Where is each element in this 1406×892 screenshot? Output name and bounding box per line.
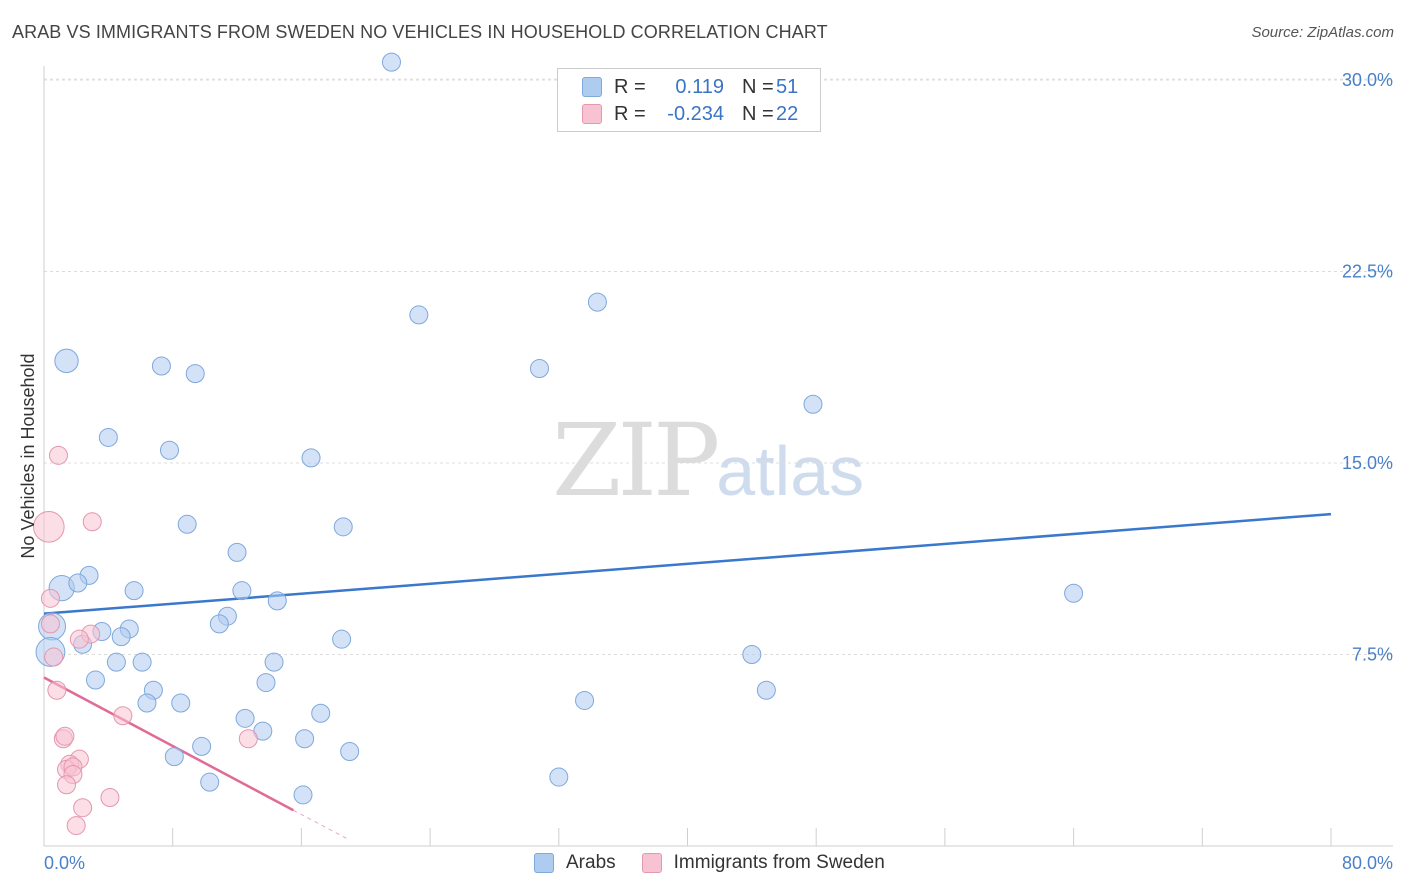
sweden-point (73, 798, 93, 818)
arab-point (151, 356, 171, 376)
y-axis-label: No Vehicles in Household (18, 353, 38, 558)
arab-point (267, 591, 287, 611)
arab-point (264, 652, 284, 672)
watermark-zip: ZIP (552, 402, 720, 519)
legend-n-label: N = (742, 75, 774, 98)
arab-point (235, 708, 255, 728)
arab-point (192, 736, 212, 756)
series-label-arabs: Arabs (566, 852, 616, 873)
arab-point (1064, 583, 1084, 603)
arab-point (587, 292, 607, 312)
sweden-point (40, 588, 60, 608)
sweden-point (100, 787, 120, 807)
legend-n-value-arabs: 51 (776, 75, 799, 98)
y-tick-label: 7.5% (1352, 645, 1393, 665)
arab-point (803, 394, 823, 414)
arab-point (293, 785, 313, 805)
y-tick-label: 15.0% (1342, 453, 1393, 473)
correlation-legend: R = 0.119 N = 51 R = -0.234 N = 22 (557, 68, 821, 132)
series-label-sweden: Immigrants from Sweden (673, 852, 885, 873)
sweden-point (55, 726, 75, 746)
arab-point (756, 680, 776, 700)
arab-point (177, 514, 197, 534)
sweden-point (44, 647, 64, 667)
arab-point (68, 573, 88, 593)
axes (43, 66, 1393, 847)
arab-point (209, 614, 229, 634)
legend-row-arabs: R = 0.119 N = 51 (558, 74, 798, 100)
arab-point (575, 690, 595, 710)
arab-point (409, 305, 429, 325)
arab-point (132, 652, 152, 672)
sweden-point (82, 512, 102, 532)
arab-point (332, 629, 352, 649)
series-legend: Arabs Immigrants from Sweden (534, 852, 911, 874)
series-legend-arabs: Arabs (534, 852, 616, 874)
watermark-atlas: atlas (716, 432, 865, 510)
sweden-point (238, 729, 258, 749)
arab-point (164, 747, 184, 767)
sweden-point (33, 511, 65, 543)
arab-point (256, 673, 276, 693)
arab-point (301, 448, 321, 468)
arab-point (549, 767, 569, 787)
arab-point (185, 364, 205, 384)
legend-n-value-sweden: 22 (776, 102, 799, 125)
x-tick-label: 80.0% (1342, 853, 1393, 873)
series-legend-sweden: Immigrants from Sweden (641, 852, 885, 874)
arab-point (311, 703, 331, 723)
arab-point (340, 742, 360, 762)
legend-row-sweden: R = -0.234 N = 22 (558, 101, 798, 127)
arab-point (111, 627, 131, 647)
data-points (33, 52, 1084, 836)
series-swatch-sweden (641, 853, 662, 873)
gridlines (44, 78, 1391, 655)
arab-point (85, 670, 105, 690)
sweden-trend-line (43, 676, 294, 812)
arab-point (137, 693, 157, 713)
arab-point (124, 581, 144, 601)
arab-point (742, 645, 762, 664)
arab-point (232, 581, 252, 601)
sweden-point (69, 629, 89, 649)
arab-point (171, 693, 191, 713)
sweden-point (66, 816, 86, 836)
sweden-point (57, 775, 77, 795)
sweden-point (47, 680, 67, 700)
arab-point (159, 440, 179, 460)
arab-point (227, 542, 247, 562)
sweden-trend-extension (293, 809, 347, 839)
chart-title: ARAB VS IMMIGRANTS FROM SWEDEN NO VEHICL… (12, 22, 828, 42)
source-label: Source: ZipAtlas.com (1251, 24, 1394, 41)
legend-n-label: N = (742, 102, 774, 125)
arab-point (200, 772, 220, 792)
legend-r-label: R = (614, 102, 646, 125)
arab-trend-line (43, 512, 1332, 615)
arab-point (529, 359, 549, 379)
series-swatch-arabs (534, 853, 554, 873)
tick-labels: 7.5% 15.0% 22.5% 30.0% 0.0% 80.0% No Vehicles … (18, 70, 1393, 873)
watermark: ZIPatlas (552, 402, 864, 519)
sweden-point (40, 614, 60, 634)
sweden-point (48, 445, 68, 465)
y-tick-label: 30.0% (1342, 70, 1393, 90)
arab-point (295, 729, 315, 749)
arab-point (54, 348, 79, 374)
arab-point (98, 427, 118, 447)
arab-point (333, 517, 353, 537)
legend-r-value-arabs: 0.119 (675, 75, 724, 98)
legend-r-value-sweden: -0.234 (667, 102, 724, 125)
y-tick-label: 22.5% (1342, 262, 1393, 282)
legend-swatch-arabs (582, 77, 602, 97)
arab-point (381, 52, 401, 72)
x-tick-label: 0.0% (44, 853, 85, 873)
sweden-point (113, 706, 133, 726)
legend-swatch-sweden (582, 104, 602, 124)
legend-r-label: R = (614, 75, 646, 98)
arab-point (106, 652, 126, 672)
trend-lines (43, 512, 1332, 839)
